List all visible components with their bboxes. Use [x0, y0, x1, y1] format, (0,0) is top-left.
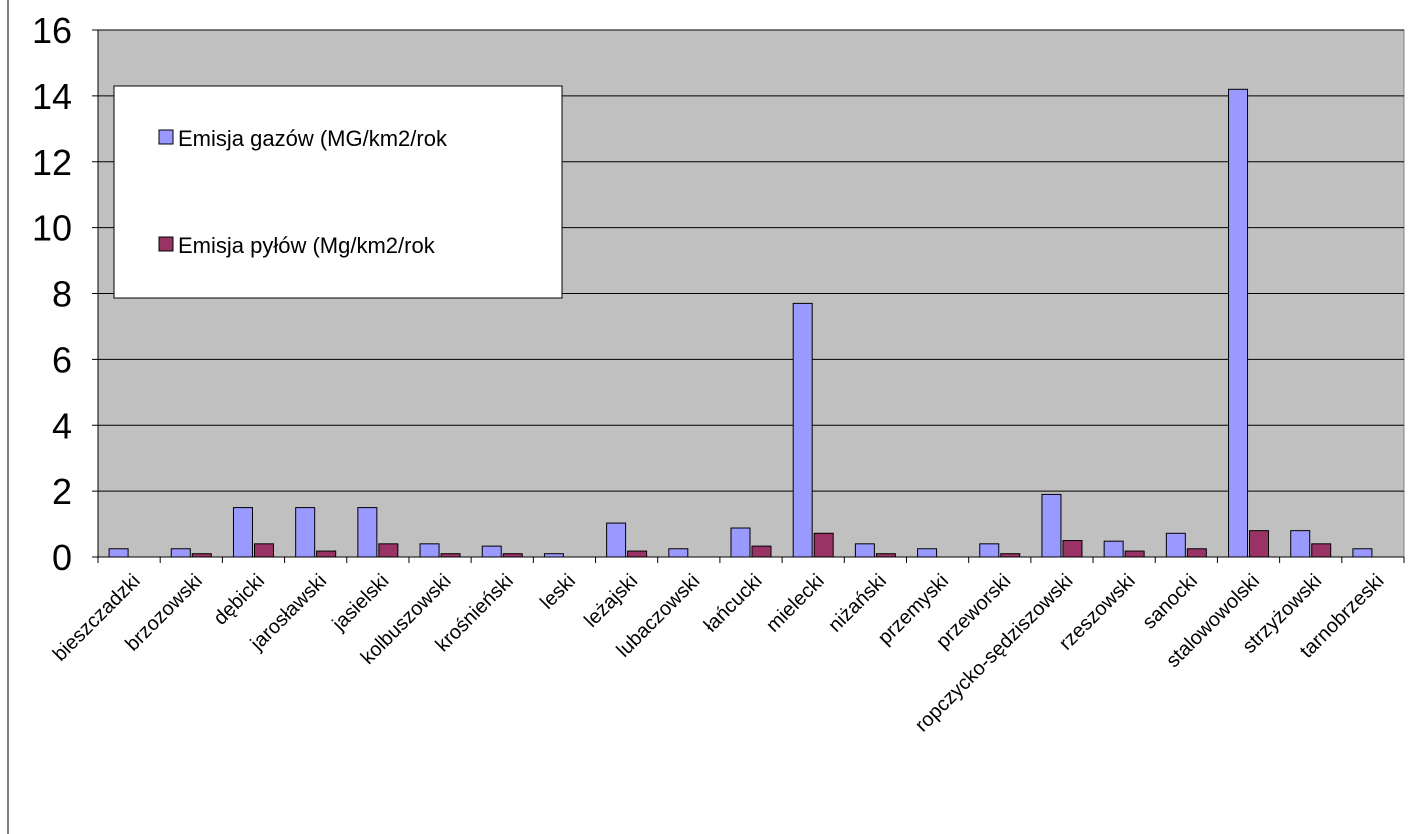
bar-gases — [1041, 493, 1062, 558]
x-category-label: leżajski — [580, 570, 642, 632]
y-tick-label: 4 — [52, 405, 72, 446]
bar-gases — [730, 527, 751, 558]
bar-gases — [1103, 540, 1124, 558]
bar-dust — [627, 550, 648, 558]
bar-dust — [378, 543, 399, 558]
legend: Emisja gazów (MG/km2/rok Emisja pyłów (M… — [113, 85, 563, 299]
x-category-label: leski — [536, 570, 580, 614]
legend-label-gases: Emisja gazów (MG/km2/rok — [178, 126, 448, 151]
bar-gases — [1228, 88, 1249, 558]
bar-dust — [1249, 530, 1270, 558]
x-category-label: mielecki — [762, 570, 829, 637]
y-tick-label: 10 — [32, 208, 72, 249]
bar-gases — [792, 302, 813, 558]
bar-dust — [1124, 550, 1145, 558]
bar-dust — [1186, 548, 1207, 558]
bar-dust — [1311, 543, 1332, 558]
y-tick-label: 0 — [52, 537, 72, 578]
y-tick-label: 6 — [52, 339, 72, 380]
x-category-label: sanocki — [1138, 570, 1202, 634]
bar-gases — [917, 548, 938, 558]
x-category-label: bieszczadzki — [49, 570, 145, 666]
y-tick-label: 14 — [32, 76, 72, 117]
bar-gases — [481, 545, 502, 558]
bar-gases — [232, 507, 253, 558]
bar-dust — [253, 543, 274, 558]
legend-swatch-gases — [158, 129, 174, 145]
bar-gases — [979, 543, 1000, 558]
bar-gases — [295, 507, 316, 558]
y-tick-label: 12 — [32, 142, 72, 183]
legend-box — [113, 85, 563, 299]
y-tick-label: 8 — [52, 274, 72, 315]
bar-gases — [606, 522, 627, 558]
bar-gases — [1165, 532, 1186, 558]
legend-swatch-dust — [158, 236, 174, 252]
bar-gases — [1352, 548, 1373, 558]
bar-gases — [1290, 530, 1311, 558]
bar-gases — [854, 543, 875, 558]
y-tick-label: 2 — [52, 471, 72, 512]
bar-dust — [316, 550, 337, 558]
bar-dust — [813, 532, 834, 558]
bar-gases — [108, 548, 129, 558]
x-category-label: dębicki — [209, 570, 269, 630]
legend-label-dust: Emisja pyłów (Mg/km2/rok — [178, 233, 436, 258]
y-tick-label: 16 — [32, 10, 72, 51]
bar-dust — [751, 545, 772, 558]
bar-gases — [668, 548, 689, 558]
bar-gases — [357, 507, 378, 558]
x-category-label: łańcucki — [700, 570, 767, 637]
bar-gases — [170, 548, 191, 558]
bar-dust — [1062, 540, 1083, 558]
bar-gases — [419, 543, 440, 558]
